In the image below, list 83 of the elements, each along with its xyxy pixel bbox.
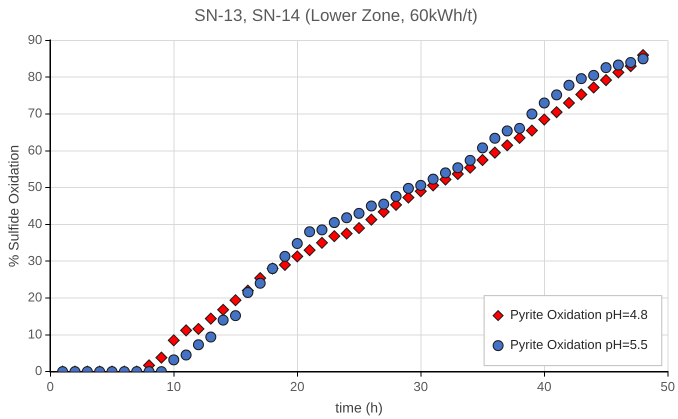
y-tick-label: 0 xyxy=(35,363,42,378)
point xyxy=(316,236,328,249)
point xyxy=(476,154,489,166)
point xyxy=(489,132,500,144)
point xyxy=(304,244,316,256)
point xyxy=(502,125,513,136)
point xyxy=(576,73,587,84)
y-tick-label: 80 xyxy=(28,68,42,84)
point xyxy=(600,74,612,86)
point xyxy=(180,350,192,361)
point xyxy=(464,154,476,166)
y-tick-label: 50 xyxy=(28,179,42,194)
point xyxy=(340,228,353,240)
point xyxy=(192,322,204,335)
x-tick-label: 10 xyxy=(166,378,181,394)
point xyxy=(218,314,229,326)
y-tick-label: 60 xyxy=(28,142,42,158)
y-tick-label: 30 xyxy=(28,252,42,268)
point xyxy=(588,82,600,94)
legend-label: Pyrite Oxidation pH=4.8 xyxy=(510,307,648,322)
point xyxy=(550,106,563,118)
point xyxy=(514,122,526,134)
y-tick-label: 40 xyxy=(28,216,42,231)
point xyxy=(168,354,180,366)
point xyxy=(452,162,464,174)
point xyxy=(365,214,378,226)
point xyxy=(440,167,451,178)
point xyxy=(291,250,304,262)
x-tick-label: 50 xyxy=(660,378,676,394)
point xyxy=(600,62,612,74)
point xyxy=(415,180,426,191)
x-tick-label: 40 xyxy=(537,378,552,394)
point xyxy=(402,182,414,194)
point xyxy=(563,80,574,91)
point xyxy=(538,97,550,108)
point xyxy=(551,89,562,100)
y-tick-label: 10 xyxy=(28,326,42,342)
y-axis-title: % Sulfide Oxidation xyxy=(5,144,22,268)
point xyxy=(638,53,649,64)
point xyxy=(204,312,217,325)
x-tick-label: 20 xyxy=(290,378,304,394)
point xyxy=(192,339,204,350)
point xyxy=(526,108,538,120)
x-axis-title: time (h) xyxy=(335,399,383,416)
point xyxy=(526,124,538,137)
point xyxy=(588,70,600,81)
point xyxy=(328,230,340,242)
y-tick-label: 20 xyxy=(28,290,42,305)
point xyxy=(538,114,550,126)
x-tick-label: 0 xyxy=(46,378,54,394)
point xyxy=(242,286,254,298)
point xyxy=(328,217,340,228)
point xyxy=(217,304,230,316)
y-tick-label: 90 xyxy=(28,32,42,47)
legend-label: Pyrite Oxidation pH=5.5 xyxy=(510,337,648,352)
point xyxy=(612,60,624,71)
point xyxy=(279,250,290,262)
point xyxy=(304,226,316,238)
chart-title: SN-13, SN-14 (Lower Zone, 60kWh/t) xyxy=(194,6,478,25)
point xyxy=(155,352,168,364)
x-tick-label: 30 xyxy=(414,378,428,394)
point xyxy=(353,222,366,234)
point xyxy=(562,96,575,109)
point xyxy=(205,332,216,343)
point xyxy=(390,190,402,202)
point xyxy=(230,294,242,306)
point xyxy=(488,146,501,159)
point xyxy=(341,212,352,224)
point xyxy=(230,310,242,322)
point xyxy=(378,198,390,210)
point xyxy=(477,142,488,154)
point xyxy=(428,174,439,185)
point xyxy=(354,208,365,219)
point xyxy=(254,278,266,289)
point xyxy=(316,224,328,236)
point xyxy=(625,56,636,68)
point xyxy=(501,139,514,152)
point xyxy=(292,238,303,250)
point xyxy=(168,334,180,346)
y-tick-label: 70 xyxy=(28,106,42,121)
point xyxy=(575,88,588,100)
point xyxy=(180,324,192,336)
point xyxy=(366,200,377,212)
